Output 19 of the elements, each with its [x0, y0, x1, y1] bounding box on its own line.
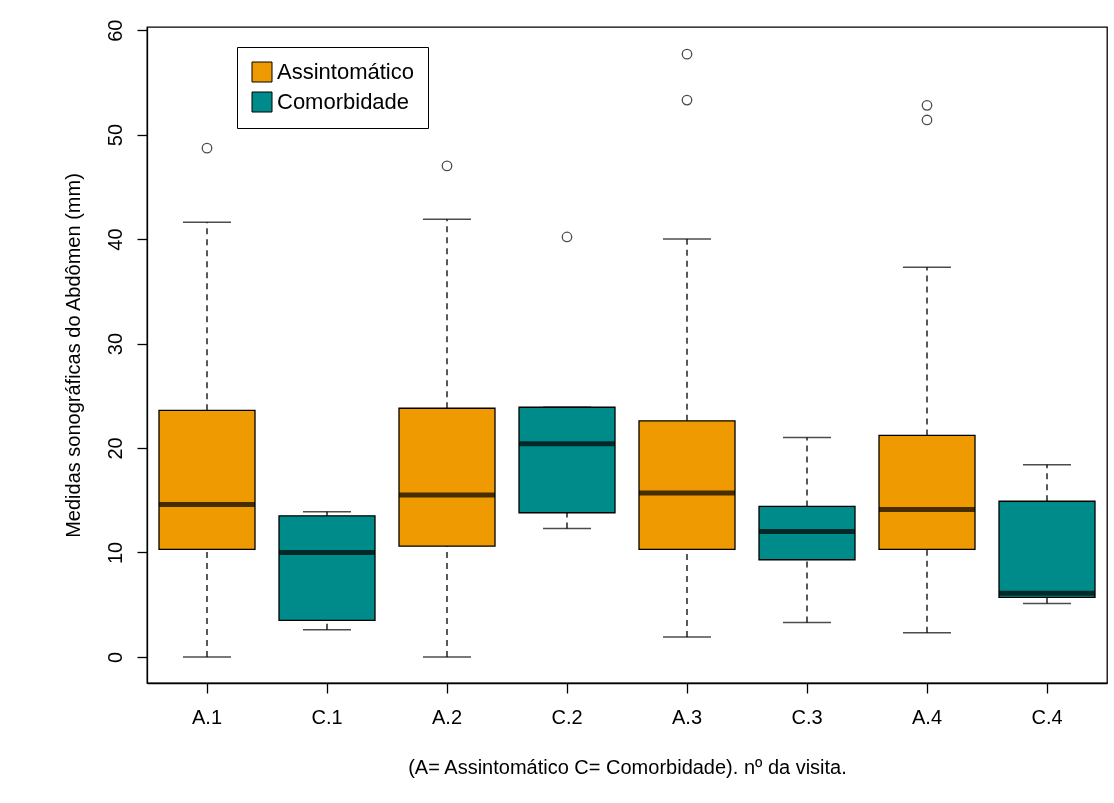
x-tick-label: C.2: [551, 705, 583, 728]
legend-label: Comorbidade: [277, 89, 410, 114]
x-tick-label: A.1: [191, 705, 223, 728]
y-tick-label: 50: [103, 123, 126, 147]
legend-label: Assintomático: [277, 59, 414, 84]
y-tick-label: 30: [103, 332, 126, 356]
x-tick-label: A.2: [431, 705, 463, 728]
x-tick-label: C.4: [1031, 705, 1063, 728]
y-tick-label: 10: [103, 541, 126, 565]
y-tick-label: 40: [103, 228, 126, 251]
x-tick-label: C.3: [791, 705, 823, 728]
x-tick-label: A.3: [671, 705, 703, 728]
y-tick-label: 60: [103, 19, 126, 42]
x-axis-title: (A= Assintomático C= Comorbidade). nº da visita.: [408, 755, 847, 778]
x-tick-label: C.1: [311, 705, 343, 728]
y-tick-label: 20: [103, 437, 126, 460]
y-tick-label: 0: [103, 651, 126, 663]
x-tick-label: A.4: [911, 705, 943, 728]
y-axis-title: Medidas sonográficas do Abdômen (mm): [61, 173, 84, 538]
